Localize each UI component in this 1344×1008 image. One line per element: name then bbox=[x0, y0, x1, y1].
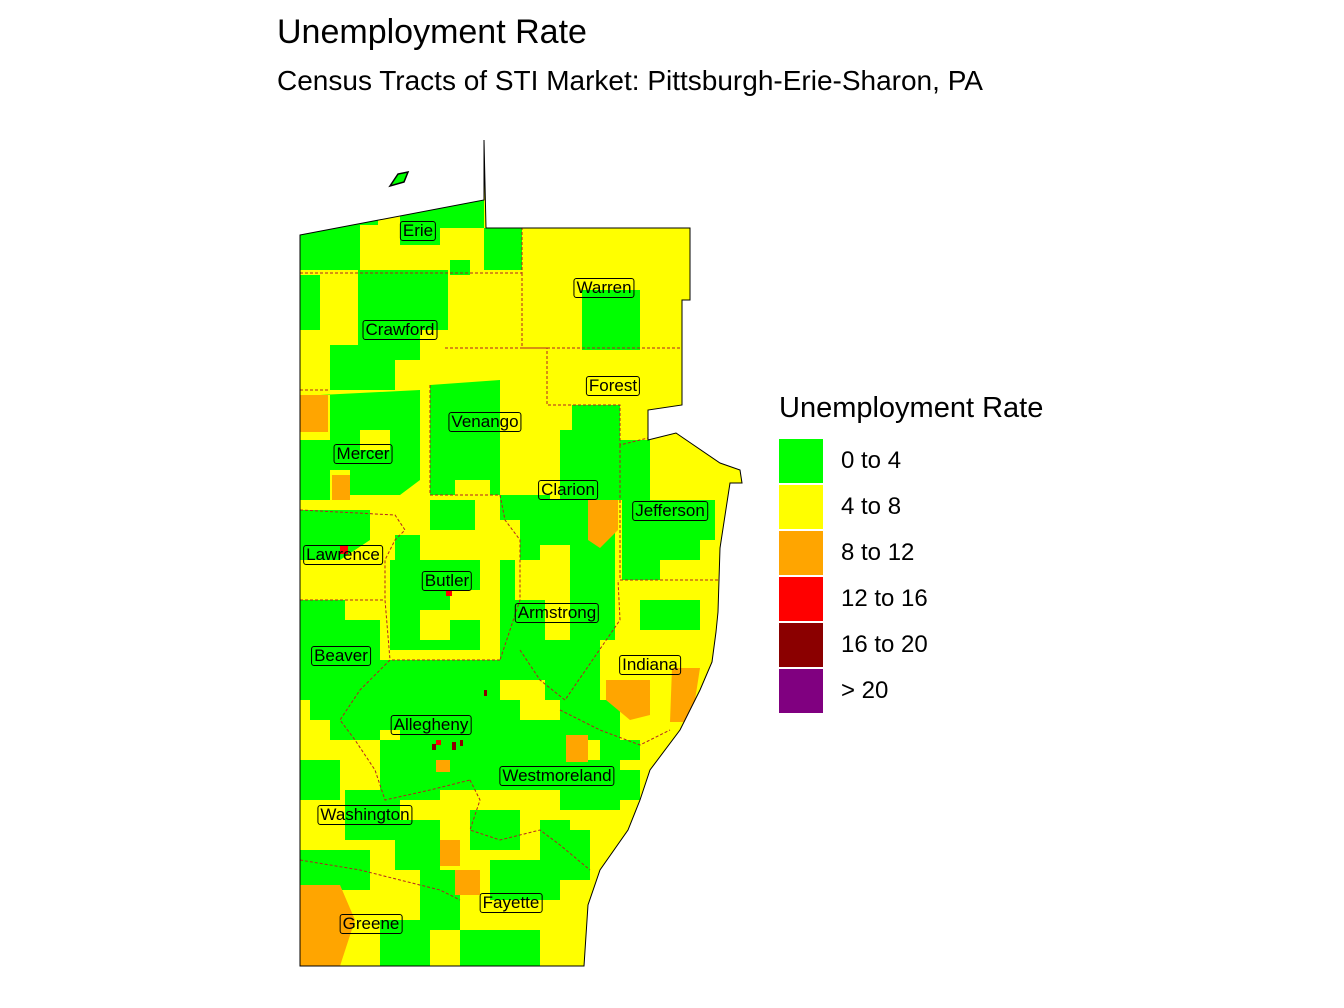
legend-swatch bbox=[779, 623, 823, 667]
county-label-allegheny: Allegheny bbox=[390, 715, 472, 735]
market-boundary bbox=[299, 139, 743, 967]
county-label-beaver: Beaver bbox=[311, 646, 371, 666]
legend-item: 16 to 20 bbox=[779, 622, 1043, 668]
county-label-indiana: Indiana bbox=[619, 655, 681, 675]
tracts-16-20 bbox=[432, 690, 487, 750]
legend-swatch bbox=[779, 577, 823, 621]
legend-label: 4 to 8 bbox=[841, 493, 902, 520]
legend-label: 0 to 4 bbox=[841, 447, 902, 474]
county-label-armstrong: Armstrong bbox=[514, 603, 600, 623]
legend-swatch bbox=[779, 439, 823, 483]
county-label-butler: Butler bbox=[421, 571, 473, 591]
county-label-forest: Forest bbox=[585, 376, 641, 396]
county-label-jefferson: Jefferson bbox=[632, 501, 708, 521]
county-label-warren: Warren bbox=[573, 278, 635, 298]
county-label-washington: Washington bbox=[317, 805, 413, 825]
county-label-venango: Venango bbox=[448, 412, 522, 432]
legend-item: 0 to 4 bbox=[779, 438, 1043, 484]
county-label-crawford: Crawford bbox=[362, 320, 438, 340]
map-title: Unemployment Rate bbox=[277, 13, 587, 51]
county-label-westmoreland: Westmoreland bbox=[499, 766, 615, 786]
tracts-8-12 bbox=[300, 190, 700, 966]
county-label-fayette: Fayette bbox=[479, 893, 543, 913]
legend-swatch bbox=[779, 485, 823, 529]
legend-label: 16 to 20 bbox=[841, 631, 928, 658]
county-borders bbox=[300, 228, 718, 901]
county-label-greene: Greene bbox=[339, 914, 403, 934]
county-label-erie: Erie bbox=[399, 221, 437, 241]
map-subtitle: Census Tracts of STI Market: Pittsburgh-… bbox=[277, 65, 983, 96]
legend-item: 12 to 16 bbox=[779, 576, 1043, 622]
legend-label: 12 to 16 bbox=[841, 585, 928, 612]
legend-item: 4 to 8 bbox=[779, 484, 1043, 530]
legend-item: > 20 bbox=[779, 668, 1043, 714]
legend-item: 8 to 12 bbox=[779, 530, 1043, 576]
legend-label: > 20 bbox=[841, 677, 889, 704]
legend: Unemployment Rate 0 to 4 4 to 8 8 to 12 … bbox=[779, 390, 1043, 714]
tracts-12-16 bbox=[340, 546, 452, 745]
legend-label: 8 to 12 bbox=[841, 539, 915, 566]
legend-swatch bbox=[779, 531, 823, 575]
county-label-clarion: Clarion bbox=[538, 480, 598, 500]
legend-title: Unemployment Rate bbox=[779, 392, 1044, 424]
presque-isle bbox=[388, 170, 410, 188]
county-label-lawrence: Lawrence bbox=[303, 545, 383, 565]
legend-swatch bbox=[779, 669, 823, 713]
county-label-mercer: Mercer bbox=[333, 444, 393, 464]
